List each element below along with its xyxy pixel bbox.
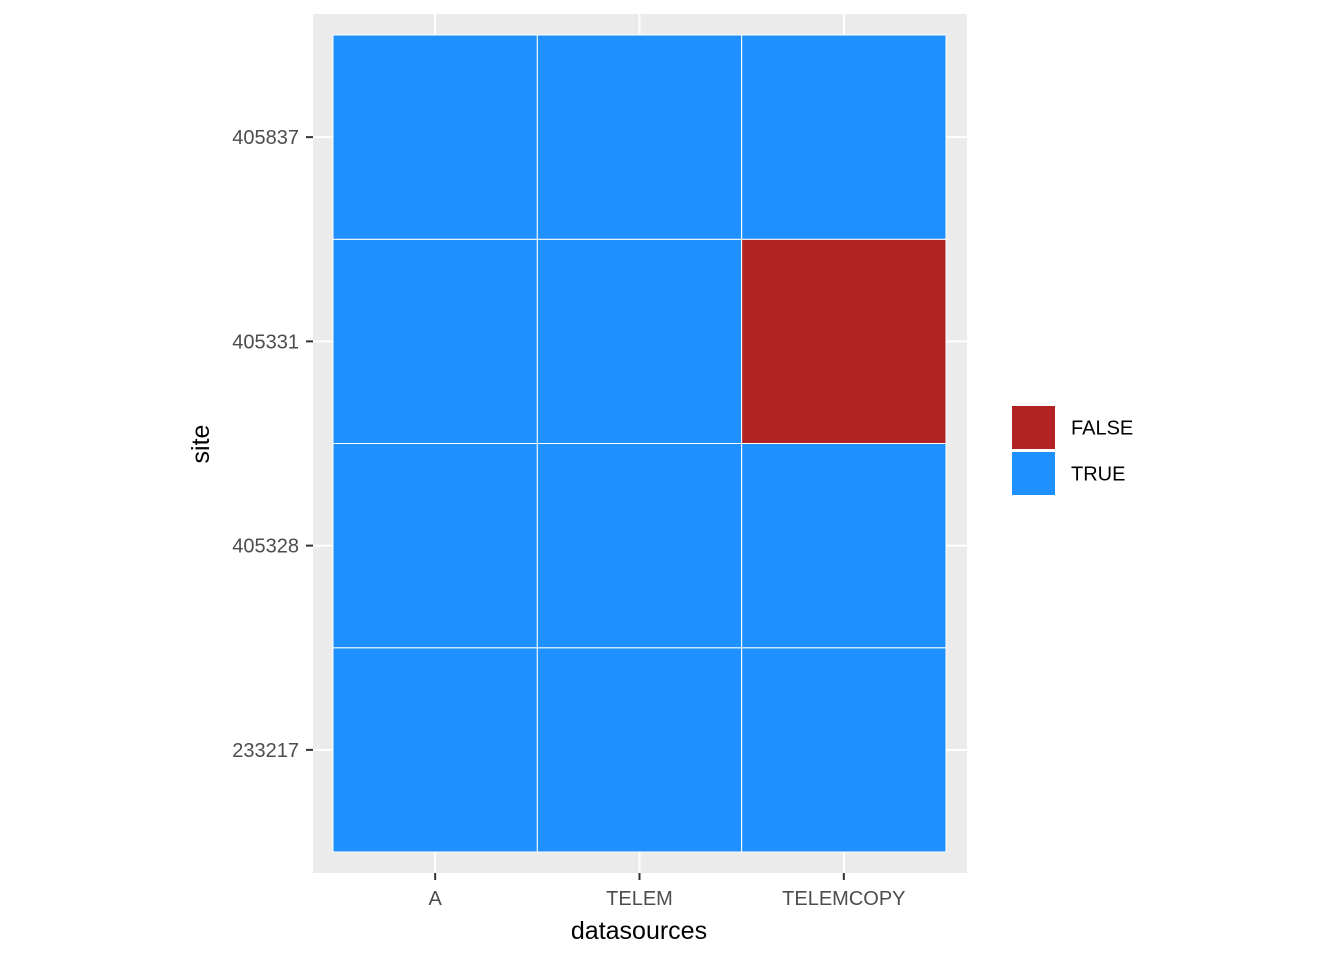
legend-key [1012, 406, 1055, 449]
legend-key [1012, 452, 1055, 495]
x-tick-label: TELEM [606, 888, 673, 910]
x-axis-title: datasources [571, 917, 707, 945]
y-axis: 233217 405328 405331 405837 [232, 127, 313, 762]
y-tick-label: 405331 [232, 331, 299, 353]
legend-label: FALSE [1071, 418, 1133, 440]
heatmap-tile [332, 238, 538, 444]
y-axis-title: site [187, 425, 215, 464]
heatmap-tile [741, 34, 947, 240]
heatmap-tile [332, 647, 538, 853]
heatmap-tile [536, 34, 743, 240]
heatmap-tile [741, 443, 947, 649]
heatmap-tile [741, 238, 947, 444]
heatmap-tile [741, 647, 947, 853]
heatmap-tiles [332, 34, 947, 853]
y-tick-label: 405328 [232, 536, 299, 558]
x-tick-label: TELEMCOPY [782, 888, 905, 910]
x-tick-label: A [428, 888, 442, 910]
heatmap-tile [536, 647, 743, 853]
heatmap-tile [536, 443, 743, 649]
y-tick-label: 405837 [232, 127, 299, 149]
legend-label: TRUE [1071, 464, 1125, 486]
legend: FALSE TRUE [1012, 406, 1133, 495]
y-tick-label: 233217 [232, 740, 299, 762]
x-axis: A TELEM TELEMCOPY [428, 873, 906, 910]
heatmap-tile [332, 34, 538, 240]
heatmap-tile [332, 443, 538, 649]
heatmap-tile [536, 238, 743, 444]
